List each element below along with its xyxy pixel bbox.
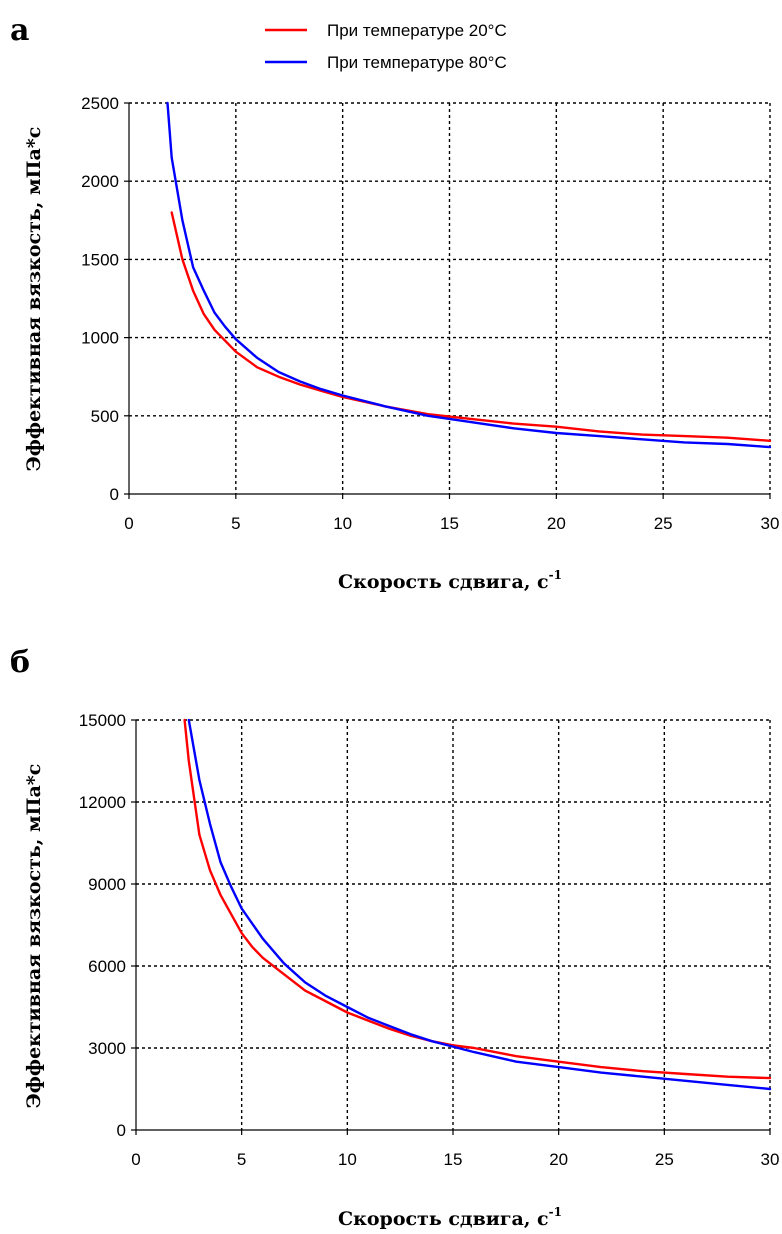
series-lines-a (166, 101, 772, 449)
y-tick-label: 9000 (88, 875, 126, 894)
x-axis-title-a-sup: -1 (549, 568, 562, 582)
x-tick-label: 5 (237, 1150, 246, 1169)
y-tick-label: 2000 (81, 172, 119, 191)
y-tick-label: 15000 (79, 711, 126, 730)
x-axis-title-a: Скорость сдвига, с-1 (338, 568, 562, 593)
x-axis-title-b: Скорость сдвига, с-1 (338, 1205, 562, 1230)
x-tick-labels-b: 0 5 10 15 20 25 30 (131, 1150, 779, 1169)
y-tick-label: 3000 (88, 1039, 126, 1058)
x-tick-label: 30 (761, 1150, 780, 1169)
panel-label-a: а (10, 13, 29, 48)
y-tick-label: 0 (117, 1121, 126, 1140)
panel-label-b: б (10, 645, 30, 680)
y-tick-label: 6000 (88, 957, 126, 976)
x-axis-title-b-text: Скорость сдвига, с (338, 1208, 549, 1230)
x-axis-title-b-sup: -1 (549, 1205, 562, 1219)
x-tick-label: 15 (444, 1150, 463, 1169)
x-tick-label: 30 (761, 514, 780, 533)
chart-panel-a: а 0 500 1000 1500 2000 2500 0 5 10 15 20 25 30 Эффе… (10, 13, 779, 593)
y-axis-title-b: Эффективная вязкость, мПа*с (23, 764, 45, 1109)
x-tick-label: 0 (124, 514, 133, 533)
legend: При температуре 20°С При температуре 80°… (265, 21, 507, 72)
series-line-80c (166, 101, 772, 449)
series-line-80c (187, 718, 772, 1091)
y-axis-title-a: Эффективная вязкость, мПа*с (23, 127, 45, 472)
x-tick-label: 0 (131, 1150, 140, 1169)
legend-label-20c: При температуре 20°С (327, 21, 507, 40)
legend-label-80c: При температуре 80°С (327, 53, 507, 72)
y-tick-label: 1000 (81, 329, 119, 348)
series-line-20c (170, 211, 772, 442)
axes-a (124, 102, 771, 499)
x-tick-label: 25 (655, 1150, 674, 1169)
y-tick-label: 0 (110, 485, 119, 504)
x-axis-title-a-text: Скорость сдвига, с (338, 571, 549, 593)
x-tick-label: 20 (547, 514, 566, 533)
x-tick-label: 10 (338, 1150, 357, 1169)
axes-b (131, 719, 771, 1135)
x-tick-label: 10 (333, 514, 352, 533)
chart-panel-b: б 0 3000 6000 9000 12000 15000 0 5 10 15 20 25 30 Э… (10, 645, 779, 1230)
y-tick-label: 12000 (79, 793, 126, 812)
y-tick-label: 2500 (81, 94, 119, 113)
x-tick-label: 5 (231, 514, 240, 533)
y-tick-label: 1500 (81, 250, 119, 269)
x-tick-label: 15 (440, 514, 459, 533)
x-tick-labels-a: 0 5 10 15 20 25 30 (124, 514, 779, 533)
series-lines-b (183, 718, 772, 1091)
series-line-20c (183, 718, 772, 1080)
y-tick-labels-a: 0 500 1000 1500 2000 2500 (81, 94, 119, 504)
y-tick-label: 500 (91, 407, 119, 426)
y-tick-labels-b: 0 3000 6000 9000 12000 15000 (79, 711, 126, 1140)
grid-b (136, 719, 771, 1130)
x-tick-label: 20 (549, 1150, 568, 1169)
x-tick-label: 25 (654, 514, 673, 533)
